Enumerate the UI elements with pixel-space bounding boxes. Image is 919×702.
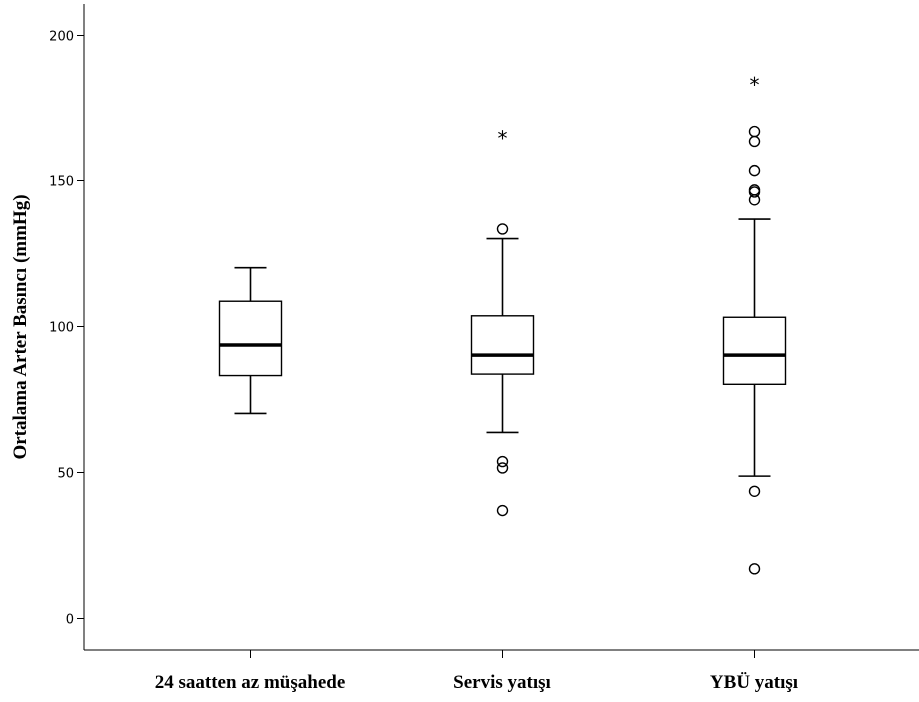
outlier-point	[496, 504, 509, 517]
outlier-point	[748, 194, 761, 206]
x-tick-label: YBÜ yatışı	[710, 672, 798, 693]
iqr-box	[218, 300, 283, 377]
axes: 0 50 100 150 200 24 saatten az müşahede Servis…	[49, 4, 919, 693]
outlier-point	[748, 485, 761, 497]
outlier-point	[748, 135, 761, 148]
box-group: *	[470, 127, 535, 517]
iqr-box	[470, 315, 535, 375]
x-tick-label: 24 saatten az müşahede	[155, 672, 346, 693]
y-tick-label: 150	[49, 175, 74, 190]
y-tick-label: 50	[57, 467, 74, 482]
outlier-point	[748, 563, 761, 575]
outlier-point	[748, 164, 761, 177]
y-axis-title: Ortalama Arter Basıncı (mmHg)	[10, 194, 31, 459]
extreme-point: *	[498, 127, 508, 151]
iqr-box	[722, 316, 787, 386]
outlier-point	[496, 455, 509, 468]
outlier-point	[496, 223, 509, 235]
outlier-point	[496, 462, 509, 474]
y-tick-label: 100	[49, 321, 74, 336]
box-group: *	[722, 73, 787, 575]
outlier-point	[748, 125, 761, 138]
extreme-point: *	[750, 73, 760, 97]
y-tick-label: 0	[66, 613, 74, 628]
y-tick-label: 200	[49, 30, 74, 45]
x-tick-label: Servis yatışı	[453, 672, 551, 693]
box-group	[218, 266, 283, 415]
boxes: **	[218, 73, 787, 575]
outlier-point	[748, 186, 761, 198]
